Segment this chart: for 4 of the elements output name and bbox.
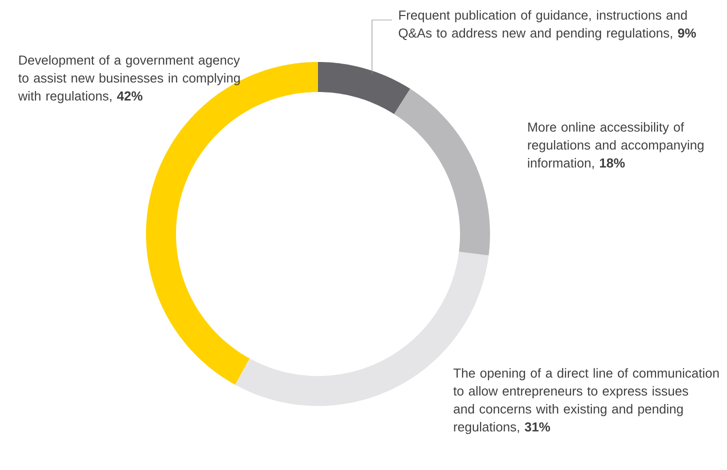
slice-label: The opening of a direct line of communication to allow entrepreneurs to express issues and concerns with existing and pending regulations, 31% <box>453 368 719 434</box>
slice-label: Frequent publication of guidance, instructions and Q&As to address new and pending regulations, 9% <box>398 10 696 40</box>
slice-label: More online accessibility of regulations and accompanying information, 18% <box>528 122 704 170</box>
slice-label: Development of a government agency to assist new businesses in complying with regulations, 42% <box>18 55 240 104</box>
